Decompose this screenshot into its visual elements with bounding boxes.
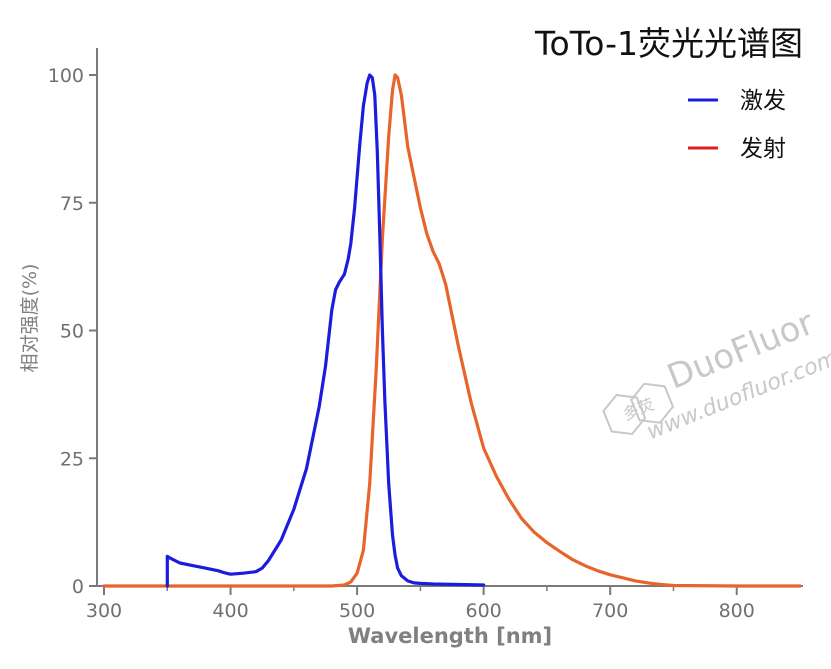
- series-line-emission: [102, 73, 802, 588]
- chart-title: ToTo-1荧光光谱图: [534, 24, 803, 63]
- x-axis-title: Wavelength [nm]: [348, 624, 552, 648]
- x-ticks: 300 400 500 600 700 800: [86, 586, 755, 622]
- watermark: 多荧 DuoFluor www.duofluor.com: [602, 303, 831, 445]
- x-tick-label: 600: [466, 600, 502, 622]
- x-tick-label: 700: [592, 600, 628, 622]
- legend-label-excitation: 激发: [740, 88, 786, 114]
- y-tick-label: 100: [48, 65, 84, 87]
- legend-label-emission: 发射: [740, 136, 786, 162]
- x-tick-label: 400: [212, 600, 248, 622]
- y-tick-label: 50: [60, 321, 84, 343]
- legend: 激发 发射: [688, 88, 786, 162]
- x-tick-label: 500: [339, 600, 375, 622]
- y-tick-label: 25: [60, 448, 84, 470]
- y-axis-title: 相对强度(%): [19, 264, 41, 373]
- series-layer: [102, 73, 802, 588]
- x-tick-label: 300: [86, 600, 122, 622]
- x-tick-label: 800: [719, 600, 755, 622]
- y-tick-label: 75: [60, 193, 84, 215]
- y-ticks: 0 25 50 75 100: [48, 65, 97, 598]
- series-line-excitation: [165, 73, 486, 588]
- y-tick-label: 0: [72, 576, 84, 598]
